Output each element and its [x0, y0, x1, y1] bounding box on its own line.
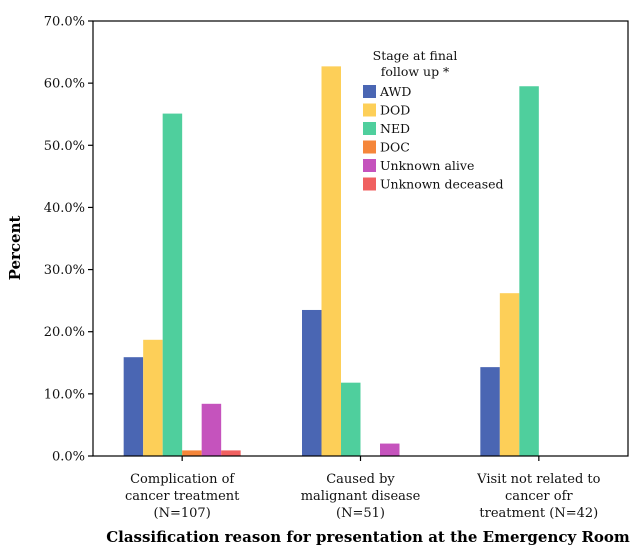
- legend-label: DOD: [380, 103, 410, 118]
- legend-swatch: [363, 122, 376, 135]
- y-tick-label: 10.0%: [44, 387, 85, 402]
- y-tick-label: 50.0%: [44, 139, 85, 154]
- plot-area: [123, 66, 539, 456]
- bar-dod: [143, 339, 163, 456]
- y-tick-label: 20.0%: [44, 325, 85, 340]
- y-axis-title: Percent: [6, 216, 24, 281]
- bar-awd: [480, 367, 500, 456]
- y-tick-label: 60.0%: [44, 77, 85, 92]
- bar-awd: [302, 309, 322, 456]
- bar-ned: [162, 113, 183, 456]
- legend-swatch: [363, 140, 376, 154]
- bar-unknown-deceased: [221, 450, 241, 456]
- x-category-label: Complication of cancer treatment (N=107): [125, 472, 240, 521]
- legend-swatch: [363, 85, 376, 98]
- y-tick-label: 70.0%: [44, 15, 85, 30]
- bar-ned: [519, 86, 539, 456]
- bar-unknown-alive: [201, 403, 222, 456]
- bar-unknown-alive: [380, 443, 400, 456]
- x-category-label: Visit not related to cancer ofr treatment …: [476, 472, 600, 521]
- legend-label: Unknown deceased: [380, 177, 504, 192]
- legend-label: NED: [380, 121, 410, 136]
- legend-title: Stage at final follow up *: [373, 48, 458, 79]
- bar-ned: [341, 382, 361, 456]
- legend: Stage at final follow up * AWD DOD NED DOC Unk…: [363, 48, 504, 192]
- bar-dod: [499, 293, 520, 456]
- x-category-label: Caused by malignant disease (N=51): [301, 472, 421, 521]
- y-tick-label: 40.0%: [44, 201, 85, 216]
- legend-swatch: [363, 103, 376, 117]
- bar-dod: [321, 66, 341, 456]
- y-tick-label: 0.0%: [52, 450, 85, 465]
- legend-swatch: [363, 177, 376, 191]
- legend-swatch: [363, 159, 376, 172]
- legend-label: Unknown alive: [380, 158, 474, 173]
- legend-label: AWD: [379, 84, 411, 99]
- legend-label: DOC: [380, 140, 410, 155]
- axes: 0.0% 10.0% 20.0% 30.0% 40.0% 50.0% 60.0% 70.0% C…: [44, 15, 629, 521]
- bar-doc: [182, 450, 202, 456]
- bar-awd: [123, 357, 144, 456]
- x-axis-title: Classification reason for presentation a…: [106, 528, 630, 546]
- y-tick-label: 30.0%: [44, 263, 85, 278]
